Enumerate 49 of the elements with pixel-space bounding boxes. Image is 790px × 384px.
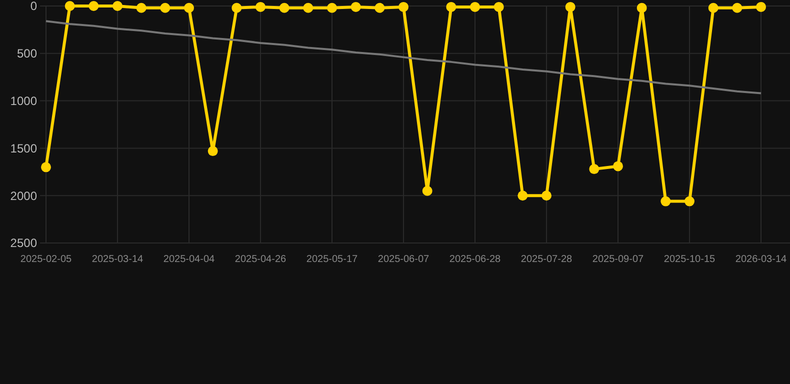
x-tick-label: 2025-02-05 [20,254,72,265]
point [232,2,242,13]
point [88,1,99,11]
point [470,2,480,12]
point [613,161,623,172]
x-tick-label: 2025-09-07 [592,254,644,265]
point [208,146,218,156]
point [374,2,385,13]
line-series [45,20,762,94]
x-tick-label: 2025-06-07 [378,254,430,265]
point [756,2,766,12]
point [589,164,600,174]
point [565,2,576,12]
point [398,2,408,12]
point [64,1,75,11]
y-tick-label: 2000 [10,188,38,203]
point [136,2,146,13]
point [279,2,290,13]
y-tick-label: 0 [30,0,38,14]
point [350,2,361,12]
point [446,2,456,12]
point [494,2,504,12]
point [327,2,337,13]
point [636,2,647,13]
point [422,186,432,196]
point [256,2,266,12]
point [732,2,742,13]
point [684,196,694,206]
x-tick-label: 2025-04-26 [234,254,287,265]
x-tick-label: 2025-04-04 [163,254,216,265]
x-tick-label: 2025-07-28 [520,254,573,265]
x-tick-label: 2025-05-17 [306,254,358,265]
y-tick-label: 1500 [10,141,38,156]
point [660,196,671,206]
x-tick-label: 2025-10-15 [664,254,716,265]
x-tick-label: 2026-03-14 [735,254,788,265]
point [542,190,552,201]
y-tick-label: 500 [16,46,38,61]
y-tick-label: 1000 [10,94,38,108]
y-tick-label: 2500 [10,236,38,250]
x-tick-label: 2025-03-14 [92,254,144,265]
point [184,2,194,13]
point [41,162,51,172]
point [708,2,718,13]
point [112,1,122,11]
point [303,2,314,13]
x-tick-label: 2025-06-28 [449,254,502,265]
point [160,2,170,13]
point [518,190,528,201]
